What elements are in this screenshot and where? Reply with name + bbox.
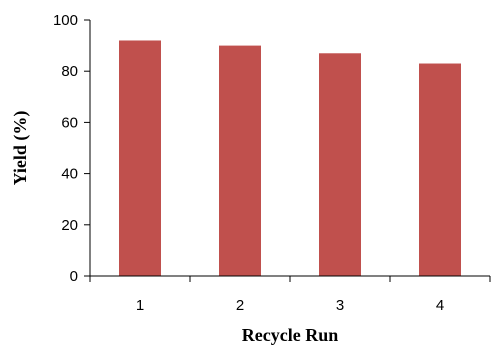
y-axis-title: Yield (%) xyxy=(10,111,31,186)
bar-run-1 xyxy=(119,40,161,277)
x-axis-ticks: 1 2 3 4 xyxy=(89,276,491,314)
x-tick-label: 1 xyxy=(136,297,144,314)
bar-run-4 xyxy=(419,63,461,276)
x-tick-label: 3 xyxy=(336,297,344,314)
y-tick-label: 80 xyxy=(61,63,78,80)
plot-area xyxy=(119,40,461,277)
y-tick-label: 20 xyxy=(61,217,78,234)
x-tick-label: 4 xyxy=(436,297,444,314)
bar-run-2 xyxy=(219,45,261,276)
y-axis-ticks: 0 20 40 60 80 100 xyxy=(53,12,90,285)
x-tick-label: 2 xyxy=(236,297,244,314)
x-axis-title: Recycle Run xyxy=(242,325,338,345)
y-tick-label: 0 xyxy=(70,268,78,285)
bar-run-3 xyxy=(319,53,361,276)
y-tick-label: 100 xyxy=(53,12,78,29)
y-tick-label: 40 xyxy=(61,166,78,183)
y-tick-label: 60 xyxy=(61,114,78,131)
